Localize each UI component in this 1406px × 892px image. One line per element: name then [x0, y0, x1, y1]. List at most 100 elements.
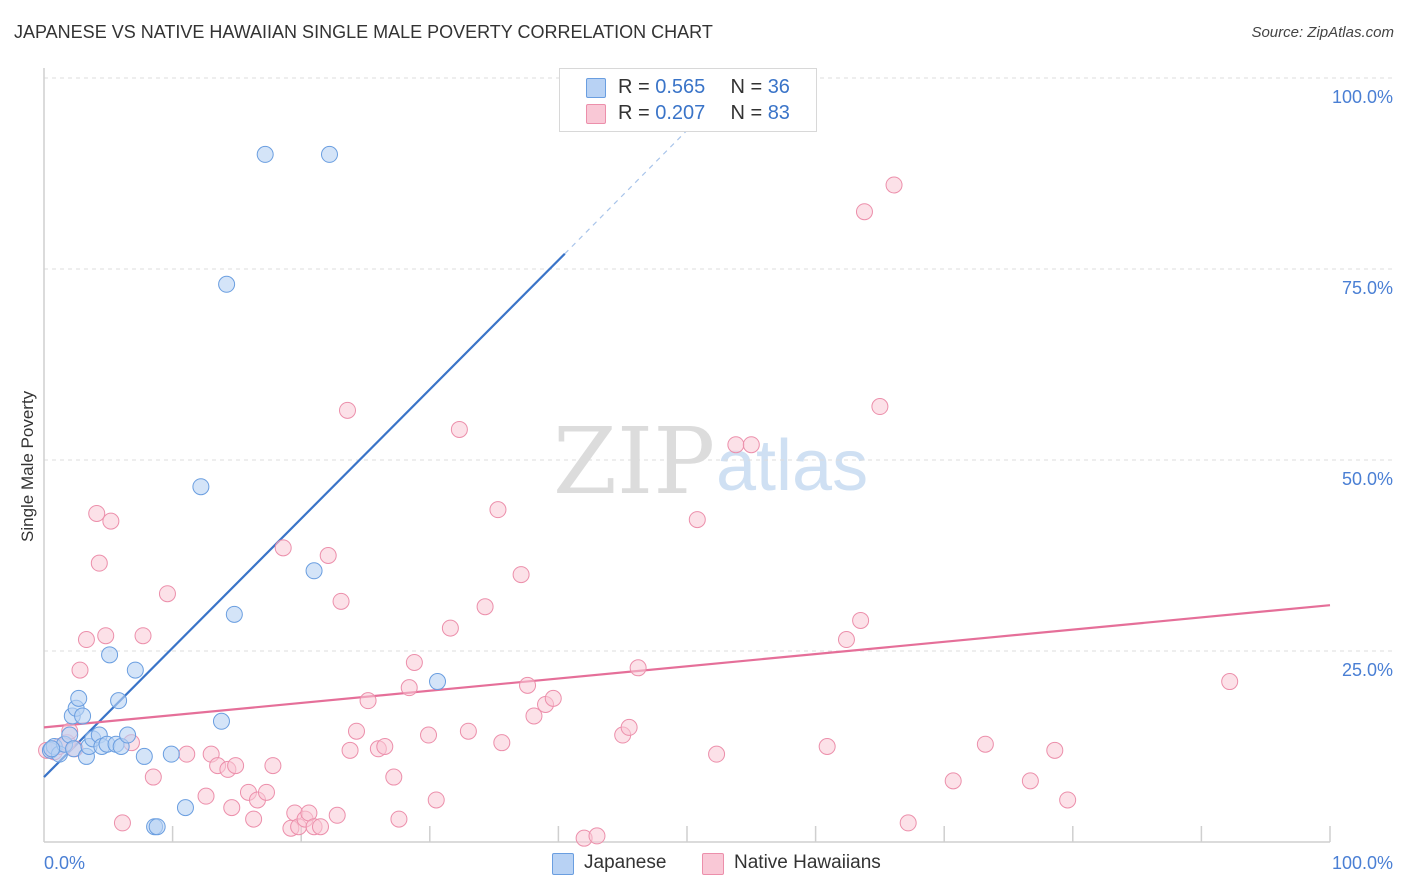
trend-lines [43, 123, 1331, 778]
point-native-hawaiian [688, 511, 706, 529]
point-native-hawaiian [328, 806, 346, 824]
point-native-hawaiian [544, 689, 562, 707]
bottom-legend-label-japanese: Japanese [584, 852, 667, 873]
point-native-hawaiian [885, 176, 903, 194]
point-native-hawaiian [347, 722, 365, 740]
point-native-hawaiian [976, 735, 994, 753]
point-native-hawaiian [197, 787, 215, 805]
point-native-hawaiian [871, 398, 889, 416]
point-native-hawaiian [144, 768, 162, 786]
legend-r-native-hawaiian: 0.207 [655, 102, 706, 124]
point-native-hawaiian [489, 501, 507, 519]
point-japanese [225, 605, 243, 623]
point-japanese [148, 818, 166, 836]
point-native-hawaiian [459, 722, 477, 740]
point-native-hawaiian [899, 814, 917, 832]
point-native-hawaiian [227, 757, 245, 775]
legend-r-label: R = [618, 76, 650, 98]
trend-line-japanese [43, 252, 566, 778]
watermark-zip: ZIP [553, 408, 715, 515]
bottom-legend-swatch-japanese [552, 853, 574, 875]
point-native-hawaiian [97, 627, 115, 645]
point-native-hawaiian [332, 592, 350, 610]
point-native-hawaiian [71, 661, 89, 679]
point-japanese [192, 478, 210, 496]
y-tick-label: 100.0% [1332, 87, 1393, 107]
point-native-hawaiian [385, 768, 403, 786]
point-native-hawaiian [1046, 741, 1064, 759]
point-japanese [70, 689, 88, 707]
point-native-hawaiian [390, 810, 408, 828]
tick-labels: 25.0% 50.0% 75.0% 100.0% 0.0% 100.0% [44, 87, 1393, 873]
point-native-hawaiian [620, 718, 638, 736]
point-native-hawaiian [113, 814, 131, 832]
point-native-hawaiian [178, 745, 196, 763]
legend-swatch-japanese [586, 78, 606, 98]
point-native-hawaiian [341, 741, 359, 759]
point-native-hawaiian [338, 401, 356, 419]
point-native-hawaiian [1221, 673, 1239, 691]
point-native-hawaiian [158, 585, 176, 603]
point-japanese [305, 562, 323, 580]
point-native-hawaiian [405, 653, 423, 671]
point-native-hawaiian [629, 659, 647, 677]
point-native-hawaiian [818, 738, 836, 755]
point-japanese [212, 712, 230, 730]
y-tick-label: 75.0% [1342, 278, 1393, 298]
point-japanese [110, 692, 128, 710]
legend-n-label: N = [730, 76, 763, 98]
point-japanese [256, 145, 274, 163]
point-native-hawaiian [400, 679, 418, 697]
point-native-hawaiian [257, 783, 275, 801]
x-tick-label: 100.0% [1332, 853, 1393, 873]
point-japanese [43, 740, 61, 758]
legend-swatch-native-hawaiian [586, 104, 606, 124]
legend-r-label: R = [618, 102, 650, 124]
point-native-hawaiian [359, 692, 377, 710]
legend-n-label: N = [730, 102, 763, 124]
point-native-hawaiian [441, 619, 459, 637]
point-native-hawaiian [852, 611, 870, 629]
point-japanese [135, 747, 153, 765]
legend-r-japanese: 0.565 [655, 76, 706, 98]
point-native-hawaiian [134, 627, 152, 645]
bottom-legend-swatch-native-hawaiian [702, 853, 724, 875]
point-native-hawaiian [102, 512, 120, 530]
point-japanese [320, 145, 338, 163]
legend-n-japanese: 36 [767, 76, 790, 98]
point-native-hawaiian [837, 631, 855, 649]
point-native-hawaiian [420, 726, 438, 744]
point-native-hawaiian [245, 810, 263, 828]
point-native-hawaiian [588, 827, 606, 845]
y-tick-label: 25.0% [1342, 660, 1393, 680]
point-japanese [429, 673, 447, 691]
point-native-hawaiian [274, 539, 292, 557]
point-native-hawaiian [223, 799, 241, 817]
point-native-hawaiian [319, 547, 337, 564]
point-native-hawaiian [944, 772, 962, 790]
trend-line-japanese-extension [564, 123, 694, 255]
point-native-hawaiian [376, 738, 394, 755]
point-native-hawaiian [450, 420, 468, 438]
point-native-hawaiian [88, 504, 106, 522]
point-native-hawaiian [708, 745, 726, 763]
point-native-hawaiian [90, 554, 108, 572]
data-points [38, 145, 1239, 847]
correlation-legend: R = 0.565 N = 36 R = 0.207 N = 83 [559, 68, 817, 132]
point-japanese [101, 646, 119, 664]
point-native-hawaiian [476, 598, 494, 616]
point-native-hawaiian [1059, 791, 1077, 809]
chart-title: JAPANESE VS NATIVE HAWAIIAN SINGLE MALE … [14, 22, 713, 42]
point-japanese [126, 661, 144, 679]
point-native-hawaiian [427, 791, 445, 809]
point-japanese [218, 275, 236, 293]
point-native-hawaiian [512, 566, 530, 584]
point-native-hawaiian [519, 676, 537, 694]
point-native-hawaiian [493, 734, 511, 752]
bottom-legend-label-native-hawaiian: Native Hawaiians [734, 852, 881, 873]
point-native-hawaiian [742, 436, 760, 454]
point-native-hawaiian [264, 757, 282, 775]
point-native-hawaiian [311, 818, 329, 836]
source-label: Source: ZipAtlas.com [1251, 24, 1394, 41]
